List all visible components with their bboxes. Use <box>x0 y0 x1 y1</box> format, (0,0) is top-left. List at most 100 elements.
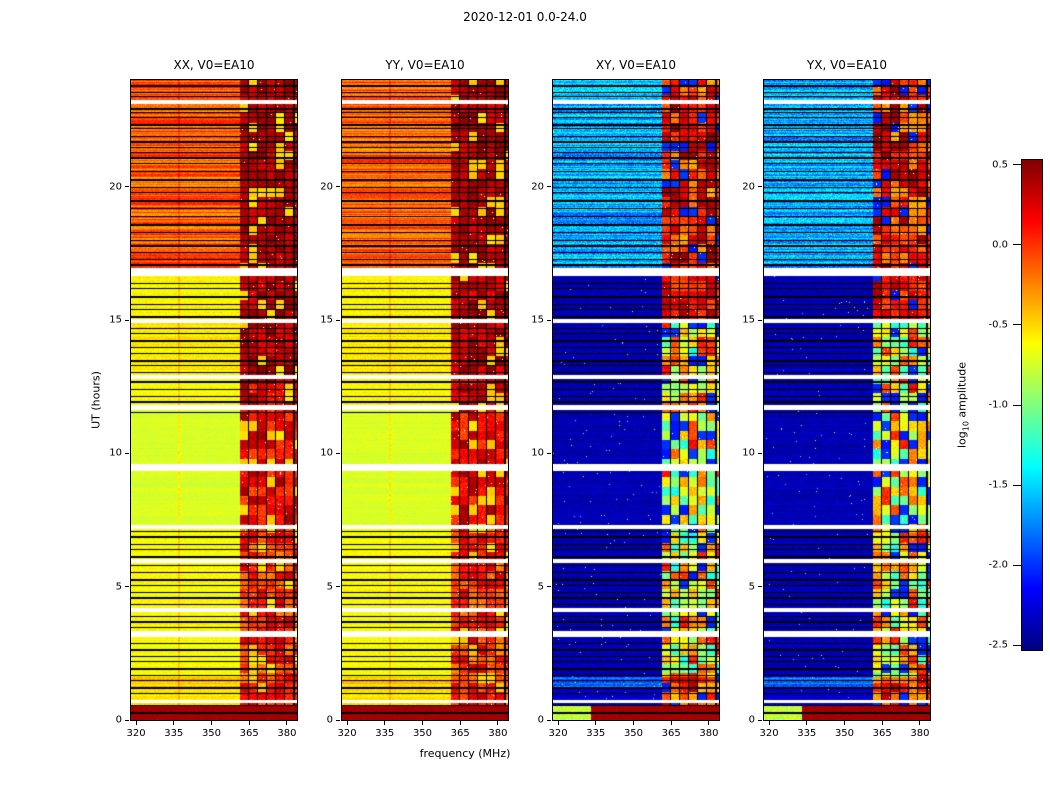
colorbar-tick-mark <box>1013 644 1021 646</box>
panel-title-yy: YY, V0=EA10 <box>385 58 465 72</box>
y-axis-label: UT (hours) <box>90 371 103 429</box>
colorbar-tick-mark <box>1013 564 1021 566</box>
y-tick-label: 0 <box>326 714 333 726</box>
y-tick-mark <box>547 719 551 721</box>
heatmap-panel-xy <box>552 79 720 721</box>
x-tick-mark <box>248 721 250 725</box>
colorbar-label-post: amplitude <box>955 361 969 422</box>
colorbar-label-pre: log <box>955 431 969 449</box>
y-tick-label: 20 <box>109 181 122 193</box>
x-tick-label: 380 <box>910 728 930 739</box>
y-tick-mark <box>125 452 129 454</box>
heatmap-panel-yx <box>763 79 931 721</box>
y-tick-label: 20 <box>531 181 544 193</box>
panel-title-xy: XY, V0=EA10 <box>595 58 677 72</box>
x-tick-mark <box>919 721 921 725</box>
y-tick-label: 5 <box>115 581 122 593</box>
x-tick-mark <box>210 721 212 725</box>
y-tick-label: 15 <box>109 314 122 326</box>
x-tick-mark <box>286 721 288 725</box>
colorbar-label: log10 amplitude <box>955 362 970 448</box>
x-tick-mark <box>459 721 461 725</box>
x-tick-label: 380 <box>488 728 508 739</box>
x-tick-mark <box>595 721 597 725</box>
y-tick-mark <box>125 186 129 188</box>
y-tick-mark <box>547 586 551 588</box>
x-tick-label: 335 <box>164 728 184 739</box>
y-tick-mark <box>336 319 340 321</box>
x-tick-mark <box>557 721 559 725</box>
x-tick-mark <box>881 721 883 725</box>
colorbar-tick-label: -0.5 <box>988 319 1008 331</box>
colorbar-tick-mark <box>1013 164 1021 166</box>
x-tick-label: 320 <box>337 728 357 739</box>
heatmap-canvas-xx <box>131 80 297 720</box>
x-tick-label: 350 <box>412 728 433 739</box>
y-tick-label: 20 <box>320 181 333 193</box>
heatmap-canvas-yy <box>342 80 508 720</box>
x-tick-label: 350 <box>201 728 222 739</box>
y-tick-label: 0 <box>115 714 122 726</box>
x-tick-label: 365 <box>872 728 892 739</box>
y-tick-mark <box>758 719 762 721</box>
colorbar-tick-mark <box>1013 244 1021 246</box>
y-tick-label: 15 <box>742 314 755 326</box>
y-axis-label-text: UT (hours) <box>89 371 103 429</box>
figure-title: 2020-12-01 0.0-24.0 <box>463 10 587 24</box>
x-tick-label: 320 <box>759 728 779 739</box>
x-tick-label: 320 <box>548 728 568 739</box>
x-tick-mark <box>843 721 845 725</box>
colorbar-tick-label: 0.5 <box>992 159 1008 171</box>
panel-title-yx: YX, V0=EA10 <box>806 58 888 72</box>
y-tick-label: 10 <box>109 447 122 459</box>
x-tick-label: 380 <box>699 728 719 739</box>
x-tick-mark <box>632 721 634 725</box>
heatmap-panel-yy <box>341 79 509 721</box>
y-tick-mark <box>125 319 129 321</box>
colorbar-tick-label: -1.0 <box>988 399 1008 411</box>
y-tick-mark <box>758 452 762 454</box>
x-tick-mark <box>135 721 137 725</box>
y-tick-label: 0 <box>537 714 544 726</box>
x-tick-label: 380 <box>277 728 297 739</box>
y-tick-label: 10 <box>531 447 544 459</box>
x-tick-label: 365 <box>450 728 470 739</box>
x-tick-mark <box>670 721 672 725</box>
x-tick-mark <box>806 721 808 725</box>
colorbar-tick-label: -2.0 <box>988 559 1008 571</box>
y-tick-label: 5 <box>748 581 755 593</box>
colorbar-tick-mark <box>1013 404 1021 406</box>
colorbar-tick-mark <box>1013 324 1021 326</box>
colorbar-tick-label: -1.5 <box>988 479 1008 491</box>
y-tick-mark <box>547 452 551 454</box>
y-tick-mark <box>758 186 762 188</box>
y-tick-label: 5 <box>326 581 333 593</box>
y-tick-label: 20 <box>742 181 755 193</box>
y-tick-label: 10 <box>320 447 333 459</box>
colorbar-gradient <box>1022 160 1042 650</box>
x-axis-label: frequency (MHz) <box>420 747 511 760</box>
x-tick-mark <box>173 721 175 725</box>
x-tick-label: 365 <box>661 728 681 739</box>
x-tick-mark <box>384 721 386 725</box>
x-axis-label-text: frequency (MHz) <box>419 747 511 760</box>
y-tick-mark <box>758 586 762 588</box>
x-tick-label: 335 <box>586 728 606 739</box>
x-tick-label: 350 <box>623 728 644 739</box>
colorbar-tick-label: 0.0 <box>992 239 1008 251</box>
x-tick-mark <box>497 721 499 725</box>
y-tick-label: 0 <box>748 714 755 726</box>
y-tick-label: 5 <box>537 581 544 593</box>
y-tick-mark <box>547 186 551 188</box>
y-tick-mark <box>125 586 129 588</box>
x-tick-mark <box>346 721 348 725</box>
y-tick-mark <box>547 319 551 321</box>
y-tick-mark <box>125 719 129 721</box>
x-tick-mark <box>421 721 423 725</box>
x-tick-mark <box>768 721 770 725</box>
x-tick-label: 320 <box>126 728 146 739</box>
x-tick-label: 350 <box>834 728 855 739</box>
x-tick-label: 335 <box>797 728 817 739</box>
y-tick-mark <box>758 319 762 321</box>
